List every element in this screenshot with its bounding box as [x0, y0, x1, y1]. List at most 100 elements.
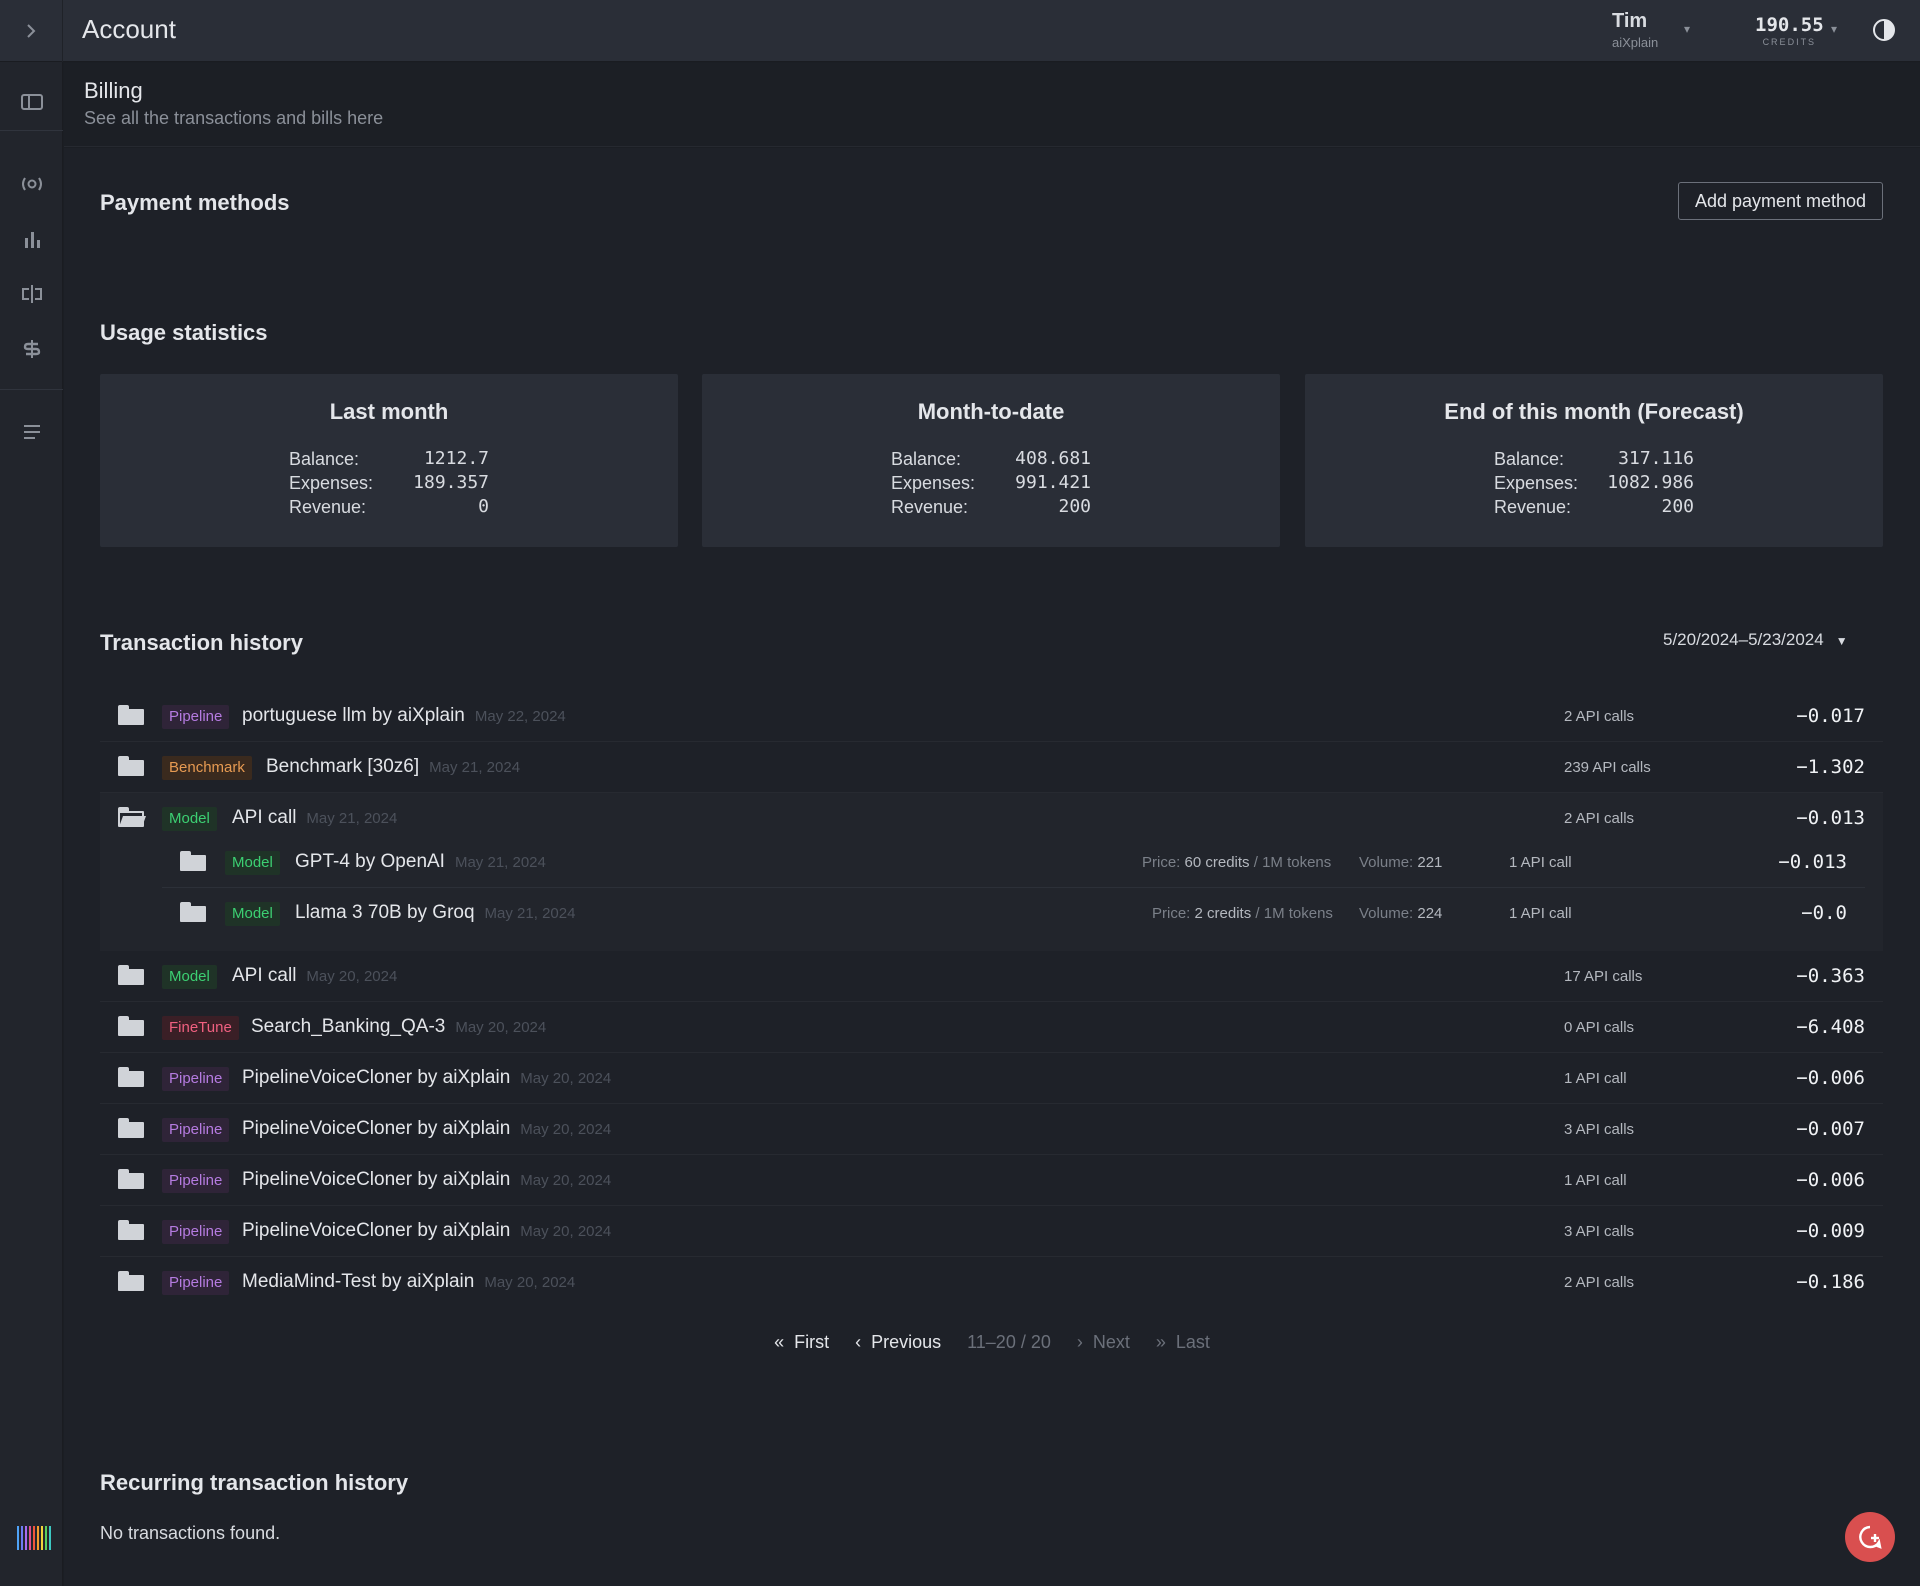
transaction-name: GPT-4 by OpenAI May 21, 2024 [295, 851, 546, 872]
api-calls: 1 API call [1564, 1070, 1627, 1087]
bar-chart-icon [24, 232, 40, 248]
chevron-right-icon [27, 24, 36, 38]
top-bar: Account Tim aiXplain ▾ 190.55 CREDITS ▾ [0, 0, 1920, 62]
transaction-row[interactable]: Pipeline portuguese llm by aiXplain May 2… [100, 691, 1883, 742]
user-menu[interactable]: Tim aiXplain [1612, 10, 1658, 50]
revenue-label: Revenue: [891, 497, 969, 517]
expand-sidebar-button[interactable] [0, 0, 63, 62]
revenue-value: 200 [1661, 496, 1694, 517]
transaction-date: May 20, 2024 [520, 1223, 612, 1240]
api-calls: 2 API calls [1564, 708, 1635, 725]
type-badge: Pipeline [162, 1169, 230, 1193]
transaction-history-title: Transaction history [100, 630, 303, 655]
sidebar-item-benchmark[interactable] [0, 219, 63, 259]
transaction-subrow[interactable]: Model GPT-4 by OpenAI May 21, 2024 Price:… [100, 837, 1883, 888]
previous-page-button[interactable]: ‹ Previous [855, 1332, 942, 1352]
card-title: Last month [329, 399, 449, 424]
transaction-date: May 20, 2024 [484, 1274, 576, 1291]
last-page-button[interactable]: » Last [1155, 1332, 1210, 1352]
transaction-row[interactable]: Pipeline PipelineVoiceCloner by aiXplain… [100, 1053, 1883, 1104]
balance-label: Balance: [891, 449, 962, 469]
folder-icon [118, 1016, 144, 1036]
transaction-name: Search_Banking_QA-3 May 20, 2024 [251, 1016, 547, 1037]
transaction-row[interactable]: Benchmark Benchmark [30z6] May 21, 2024 2… [100, 742, 1883, 793]
chat-support-button[interactable] [1845, 1512, 1895, 1562]
folder-icon [180, 902, 206, 922]
api-calls: 3 API calls [1564, 1121, 1635, 1138]
transaction-row[interactable]: Model API call May 20, 2024 17 API calls … [100, 951, 1883, 1002]
transaction-name: Benchmark [30z6] May 21, 2024 [266, 756, 521, 777]
transaction-row-expanded[interactable]: Model API call May 21, 2024 2 API calls −… [100, 793, 1883, 844]
panel-icon [20, 94, 43, 110]
chevron-right-icon: › [1076, 1332, 1083, 1352]
folder-icon [180, 851, 206, 871]
usage-statistics-title: Usage statistics [100, 320, 268, 345]
page-title: Account [82, 14, 176, 44]
compare-icon [21, 285, 42, 303]
transaction-amount: −0.013 [1778, 851, 1847, 873]
expenses-value: 189.357 [413, 472, 489, 493]
transaction-amount: −0.186 [1796, 1271, 1865, 1293]
sidebar-item-billing[interactable] [0, 329, 63, 369]
sidebar-item-studio[interactable] [0, 274, 63, 314]
payment-methods-title: Payment methods [100, 190, 290, 215]
first-page-button[interactable]: «First [774, 1332, 830, 1352]
sidebar [0, 62, 63, 1586]
sidebar-item-discover[interactable] [0, 164, 63, 204]
transaction-date: May 20, 2024 [306, 968, 398, 985]
chat-plus-icon [1859, 1525, 1882, 1549]
type-badge: Pipeline [162, 705, 230, 729]
add-payment-method-button[interactable]: Add payment method [1678, 182, 1883, 220]
transaction-name: API call May 20, 2024 [232, 965, 398, 986]
transaction-date: May 21, 2024 [429, 759, 521, 776]
transaction-row[interactable]: Pipeline MediaMind-Test by aiXplain May 2… [100, 1257, 1883, 1308]
transaction-date: May 20, 2024 [520, 1172, 612, 1189]
folder-icon [118, 1169, 144, 1189]
transaction-row[interactable]: Pipeline PipelineVoiceCloner by aiXplain… [100, 1155, 1883, 1206]
revenue-label: Revenue: [289, 497, 367, 517]
card-title: End of this month (Forecast) [1444, 399, 1744, 424]
pagination: «First ‹ Previous 11–20 / 20 › Next » Last [64, 1332, 1920, 1353]
volume-info: Volume: 224 [1359, 905, 1443, 922]
sidebar-item-docs[interactable] [0, 412, 63, 452]
sidebar-divider [0, 389, 63, 390]
user-name: Tim [1612, 10, 1648, 32]
caret-down-icon: ▼ [1835, 634, 1848, 648]
type-badge: Pipeline [162, 1118, 230, 1142]
expanded-transaction-group [100, 793, 1883, 951]
transaction-name: PipelineVoiceCloner by aiXplain May 20, 2… [242, 1220, 612, 1241]
next-page-button[interactable]: › Next [1076, 1332, 1130, 1352]
transaction-date: May 21, 2024 [306, 810, 398, 827]
transaction-row[interactable]: Pipeline PipelineVoiceCloner by aiXplain… [100, 1206, 1883, 1257]
billing-subtitle: See all the transactions and bills here [84, 108, 384, 128]
api-calls: 1 API call [1509, 854, 1572, 871]
no-transactions-text: No transactions found. [100, 1523, 281, 1543]
double-chevron-right-icon: » [1155, 1332, 1166, 1352]
api-calls: 2 API calls [1564, 810, 1635, 827]
credits-label: CREDITS [1762, 37, 1817, 47]
api-calls: 3 API calls [1564, 1223, 1635, 1240]
credits-caret-icon[interactable]: ▾ [1831, 22, 1838, 36]
usage-card-month-to-date: Month-to-date Balance: 408.681 Expenses: 9… [702, 374, 1280, 547]
price-info: Price: 60 credits / 1M tokens [1142, 854, 1332, 871]
user-caret-icon[interactable]: ▾ [1684, 22, 1691, 36]
transaction-amount: −0.006 [1796, 1169, 1865, 1191]
revenue-label: Revenue: [1494, 497, 1572, 517]
date-range-picker[interactable]: 5/20/2024–5/23/2024 ▼ [1663, 630, 1848, 650]
type-badge: Model [225, 851, 280, 875]
theme-toggle-icon[interactable] [1873, 19, 1895, 41]
credits-menu[interactable]: 190.55 CREDITS [1755, 14, 1824, 47]
type-badge: FineTune [162, 1016, 239, 1040]
transaction-row[interactable]: FineTune Search_Banking_QA-3 May 20, 2024… [100, 1002, 1883, 1053]
transaction-date: May 21, 2024 [454, 854, 546, 871]
sidebar-item-dashboard[interactable] [0, 82, 63, 122]
type-badge: Model [225, 902, 280, 926]
transaction-row[interactable]: Pipeline PipelineVoiceCloner by aiXplain… [100, 1104, 1883, 1155]
transaction-subrow[interactable]: Model Llama 3 70B by Groq May 21, 2024 Pr… [100, 888, 1883, 939]
balance-value: 1212.7 [423, 448, 489, 469]
api-calls: 1 API call [1564, 1172, 1627, 1189]
balance-label: Balance: [289, 449, 360, 469]
transaction-name: PipelineVoiceCloner by aiXplain May 20, 2… [242, 1118, 612, 1139]
folder-icon [118, 1118, 144, 1138]
type-badge: Pipeline [162, 1067, 230, 1091]
